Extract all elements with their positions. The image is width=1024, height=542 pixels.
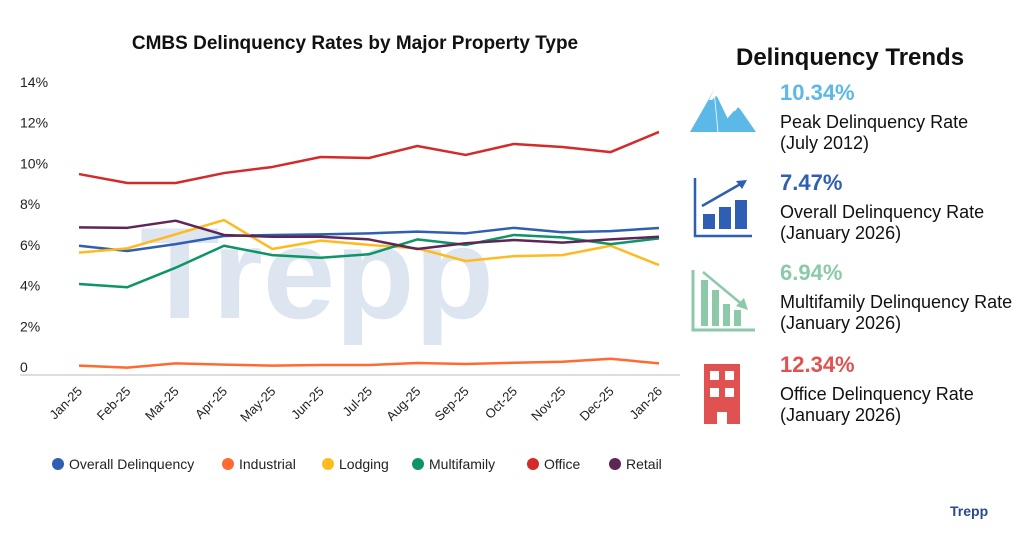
legend-marker (412, 458, 424, 470)
multifamily-rate-label: Multifamily Delinquency Rate (January 20… (780, 292, 1013, 333)
x-tick-label: Oct-25 (482, 384, 520, 422)
office-rate-label: Office Delinquency Rate (January 2026) (780, 384, 974, 425)
series-line-lodging (78, 218, 660, 267)
multifamily-rate-card: 6.94% Multifamily Delinquency Rate (Janu… (680, 260, 1024, 350)
y-tick-label: 12% (20, 115, 48, 131)
y-tick-label: 8% (20, 196, 40, 212)
x-tick-label: Sep-25 (432, 384, 472, 424)
x-tick-label: Jun-25 (288, 384, 327, 423)
x-tick-label: Jul-25 (339, 384, 375, 420)
overall-rate-value: 7.47% (780, 170, 843, 195)
legend-marker (527, 458, 539, 470)
bar-chart-up-icon (693, 178, 752, 238)
peak-rate-label: Peak Delinquency Rate (July 2012) (780, 112, 969, 153)
x-tick-label: Mar-25 (142, 384, 182, 424)
series-line-office (78, 130, 660, 185)
y-tick-label: 14% (20, 74, 48, 90)
x-tick-label: Nov-25 (528, 384, 568, 424)
office-rate-value: 12.34% (780, 352, 855, 377)
line-chart: Trepp CMBS Delinquency Rates by Major Pr… (20, 33, 680, 472)
delinquency-trends-panel: Delinquency Trends 10.34% Peak Delinquen… (680, 0, 1024, 542)
x-tick-label: Dec-25 (577, 384, 617, 424)
watermark: Trepp (140, 200, 494, 346)
overall-rate-card: 7.47% Overall Delinquency Rate (January 2… (680, 170, 1024, 260)
legend-marker (322, 458, 334, 470)
x-tick-label: Apr-25 (192, 384, 230, 422)
legend-marker (609, 458, 621, 470)
x-tick-label: Jan-26 (626, 384, 665, 423)
x-tick-label: Feb-25 (94, 384, 134, 424)
y-tick-label: 6% (20, 237, 40, 253)
legend-label: Retail (626, 456, 662, 472)
series-line-multifamily (78, 233, 660, 289)
x-tick-label: May-25 (237, 384, 278, 425)
series-line-overall-delinquency (78, 226, 660, 253)
trepp-logo: Trepp (950, 503, 989, 519)
legend-label: Office (544, 456, 581, 472)
legend-label: Industrial (239, 456, 296, 472)
legend-marker (222, 458, 234, 470)
legend-label: Overall Delinquency (69, 456, 194, 472)
legend-label: Lodging (339, 456, 389, 472)
office-rate-card: 12.34% Office Delinquency Rate (January 2… (680, 352, 1024, 442)
y-tick-label: 4% (20, 278, 40, 294)
peak-rate-card: 10.34% Peak Delinquency Rate (July 2012) (680, 80, 1024, 170)
x-tick-label: Aug-25 (383, 384, 423, 424)
y-tick-label: 10% (20, 155, 48, 171)
peak-rate-value: 10.34% (780, 80, 855, 105)
legend-marker (52, 458, 64, 470)
x-tick-label: Jan-25 (46, 384, 85, 423)
multifamily-rate-value: 6.94% (780, 260, 843, 285)
series-line-retail (78, 219, 660, 251)
chart-title: CMBS Delinquency Rates by Major Property… (132, 33, 578, 54)
panel-title: Delinquency Trends (736, 44, 965, 71)
bar-chart-down-icon (691, 270, 755, 332)
office-building-icon (704, 364, 740, 424)
series-line-industrial (78, 357, 660, 369)
y-tick-label: 2% (20, 318, 40, 334)
legend-label: Multifamily (429, 456, 495, 472)
overall-rate-label: Overall Delinquency Rate (January 2026) (780, 202, 985, 243)
y-tick-label: 0 (20, 359, 28, 375)
mountain-icon (690, 89, 756, 133)
